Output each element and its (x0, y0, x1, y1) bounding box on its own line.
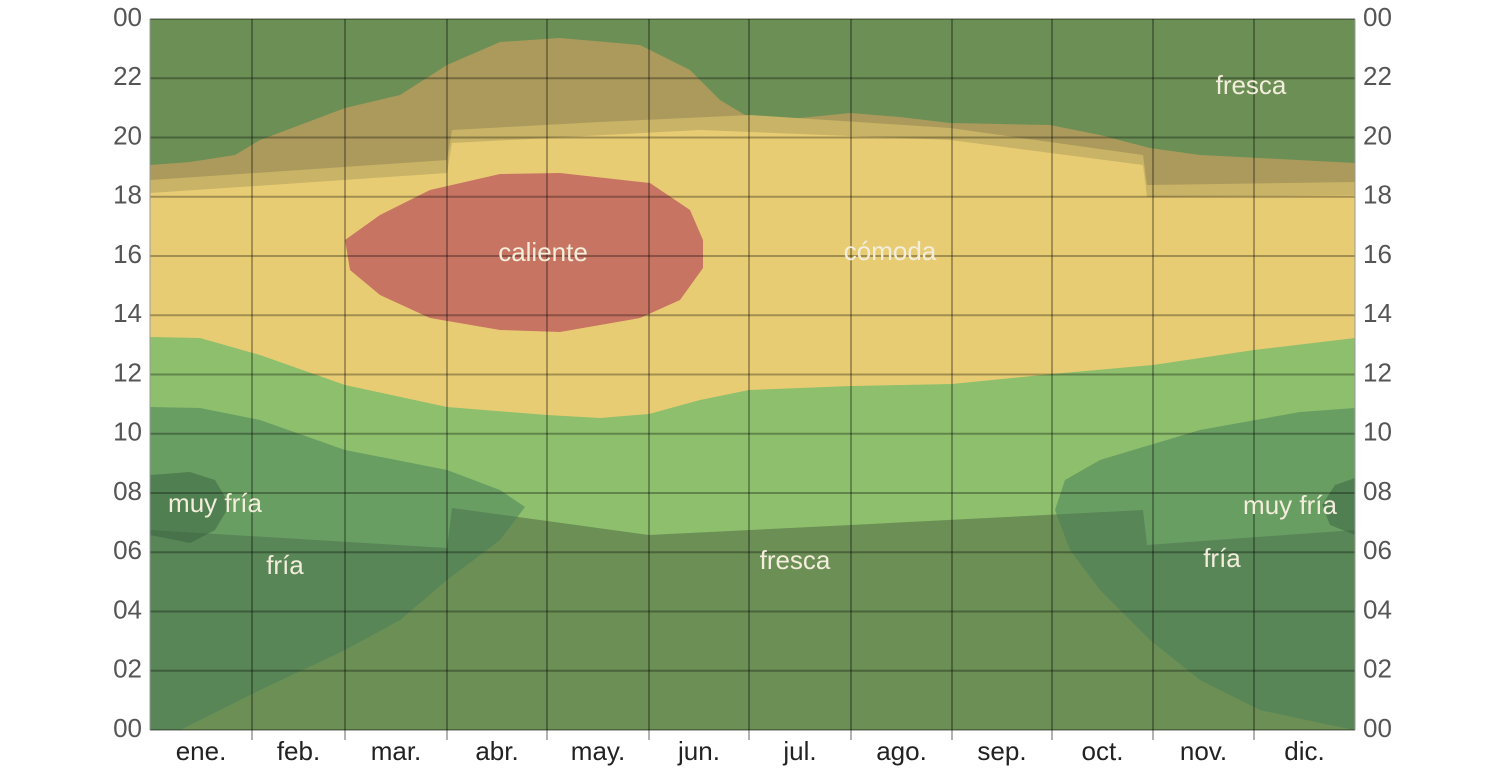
y2-tick-label: 08 (1363, 476, 1392, 506)
y2-tick-label: 06 (1363, 535, 1392, 565)
y2-tick-label: 12 (1363, 357, 1392, 387)
region-fria (1055, 408, 1355, 730)
x-tick-label: ago. (876, 736, 927, 766)
y-tick-label: 18 (113, 180, 142, 210)
x-tick-label: abr. (475, 736, 518, 766)
region-label: fría (266, 550, 304, 580)
region-label: muy fría (168, 488, 262, 518)
region-label: fresca (1216, 70, 1287, 100)
y-tick-label: 02 (113, 654, 142, 684)
y2-tick-label: 20 (1363, 120, 1392, 150)
y-tick-label: 00 (113, 713, 142, 743)
y2-tick-label: 04 (1363, 594, 1392, 624)
y-tick-label: 14 (113, 298, 142, 328)
y-tick-label: 12 (113, 357, 142, 387)
x-tick-label: oct. (1082, 736, 1124, 766)
x-tick-label: dic. (1284, 736, 1324, 766)
y2-tick-label: 00 (1363, 713, 1392, 743)
y-tick-label: 00 (113, 2, 142, 32)
x-tick-label: mar. (371, 736, 422, 766)
region-muy-fria (1322, 478, 1355, 535)
x-tick-label: may. (571, 736, 625, 766)
y2-tick-label: 02 (1363, 654, 1392, 684)
region-muy-fria (150, 472, 230, 543)
y2-tick-label: 14 (1363, 298, 1392, 328)
region-caliente (345, 173, 703, 332)
y2-tick-label: 10 (1363, 417, 1392, 447)
region-label: caliente (498, 237, 588, 267)
x-tick-label: ene. (176, 736, 227, 766)
x-tick-label: sep. (977, 736, 1026, 766)
y2-tick-label: 18 (1363, 180, 1392, 210)
x-tick-label: jun. (677, 736, 720, 766)
y-tick-label: 20 (113, 120, 142, 150)
y-tick-label: 10 (113, 417, 142, 447)
y-tick-label: 08 (113, 476, 142, 506)
region-fria (150, 407, 525, 730)
y2-tick-label: 00 (1363, 2, 1392, 32)
x-tick-label: jul. (782, 736, 816, 766)
y-tick-label: 22 (113, 61, 142, 91)
x-tick-label: nov. (1180, 736, 1227, 766)
plot-regions (150, 19, 1355, 730)
region-label: cómoda (844, 236, 937, 266)
region-label: fresca (760, 545, 831, 575)
region-label: muy fría (1243, 490, 1337, 520)
y-tick-label: 04 (113, 594, 142, 624)
y2-tick-label: 16 (1363, 239, 1392, 269)
grid (149, 18, 1356, 740)
x-tick-label: feb. (277, 736, 320, 766)
region-label: fría (1203, 543, 1241, 573)
y-tick-label: 06 (113, 535, 142, 565)
y-tick-label: 16 (113, 239, 142, 269)
y2-tick-label: 22 (1363, 61, 1392, 91)
